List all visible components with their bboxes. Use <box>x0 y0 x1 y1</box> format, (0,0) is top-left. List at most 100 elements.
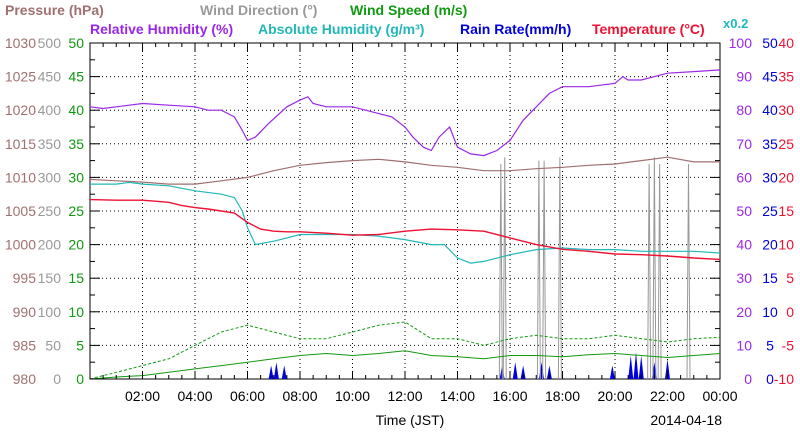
wind-speed-tick-label: 15 <box>68 270 84 286</box>
pressure-tick-label: 1030 <box>5 35 36 51</box>
temperature-tick-label: 15 <box>778 203 794 219</box>
humidity-tick-label: 80 <box>736 102 752 118</box>
grid-lines <box>90 43 720 379</box>
wind-direction-tick-label: 50 <box>45 337 61 353</box>
humidity-tick-label: 40 <box>736 237 752 253</box>
x-tick-label: 18:00 <box>545 388 580 404</box>
rain-event-mark <box>281 365 287 379</box>
series-layer <box>89 69 721 380</box>
wind-direction-tick-label: 250 <box>38 203 62 219</box>
pressure-tick-label: 1005 <box>5 203 36 219</box>
x-tick-label: 16:00 <box>492 388 527 404</box>
rain-tick-label: 10 <box>762 304 778 320</box>
series-line-wind-speed-gust-m-s <box>89 321 721 380</box>
wind-speed-tick-label: 45 <box>68 69 84 85</box>
rain-tick-label: 5 <box>766 337 774 353</box>
wind-speed-tick-label: 30 <box>68 169 84 185</box>
legend-entry: Wind Speed (m/s) <box>350 2 467 18</box>
rain-event-mark <box>546 365 552 379</box>
wind-direction-spike <box>647 163 652 380</box>
wind-speed-tick-label: 50 <box>68 35 84 51</box>
temperature-tick-label: 30 <box>778 102 794 118</box>
temperature-tick-label: 5 <box>786 270 794 286</box>
humidity-tick-label: 20 <box>736 304 752 320</box>
x-tick-label: 00:00 <box>702 388 737 404</box>
rain-tick-label: 35 <box>762 136 778 152</box>
pressure-tick-label: 1010 <box>5 169 36 185</box>
pressure-tick-label: 995 <box>13 270 37 286</box>
series-line-temperature-c <box>89 198 721 261</box>
wind-direction-tick-label: 300 <box>38 169 62 185</box>
wind-direction-tick-label: 450 <box>38 69 62 85</box>
temperature-tick-label: 10 <box>778 237 794 253</box>
series-line-absolute-humidity-g-m <box>90 181 721 264</box>
rain-tick-label: 0 <box>766 371 774 387</box>
rain-multiplier-label: x0.2 <box>723 16 748 31</box>
temperature-tick-label: -10 <box>774 371 794 387</box>
humidity-tick-label: 50 <box>736 203 752 219</box>
wind-speed-tick-label: 35 <box>68 136 84 152</box>
x-tick-label: 06:00 <box>230 388 265 404</box>
rain-tick-label: 20 <box>762 237 778 253</box>
wind-direction-spike <box>686 163 691 380</box>
wind-speed-tick-label: 25 <box>68 203 84 219</box>
temperature-tick-label: 20 <box>778 169 794 185</box>
rain-tick-label: 45 <box>762 69 778 85</box>
x-tick-label: 20:00 <box>597 388 632 404</box>
pressure-tick-label: 1025 <box>5 69 36 85</box>
legend-entry: Relative Humidity (%) <box>90 21 233 37</box>
wind-speed-tick-label: 10 <box>68 304 84 320</box>
wind-direction-spike <box>557 157 562 380</box>
wind-direction-spike <box>652 157 657 380</box>
x-axis-label: Time (JST) <box>376 412 445 428</box>
temperature-tick-label: 0 <box>786 304 794 320</box>
humidity-tick-label: 90 <box>736 69 752 85</box>
wind-speed-tick-label: 5 <box>76 337 84 353</box>
wind-speed-tick-label: 40 <box>68 102 84 118</box>
pressure-tick-label: 985 <box>13 337 37 353</box>
wind-direction-tick-label: 500 <box>38 35 62 51</box>
humidity-tick-label: 100 <box>729 35 753 51</box>
series-line-pressure-hpa <box>89 156 720 185</box>
temperature-tick-label: 40 <box>778 35 794 51</box>
wind-direction-spike <box>498 163 503 380</box>
legend-entry: Wind Direction (°) <box>200 2 317 18</box>
humidity-tick-label: 0 <box>744 371 752 387</box>
legend-entry: Rain Rate(mm/h) <box>460 21 571 37</box>
x-tick-label: 22:00 <box>650 388 685 404</box>
wind-speed-tick-label: 0 <box>76 371 84 387</box>
rain-event-mark <box>633 352 639 379</box>
rain-event-mark <box>665 358 670 379</box>
pressure-tick-label: 980 <box>13 371 37 387</box>
rain-event-mark <box>638 355 644 379</box>
rain-tick-label: 25 <box>762 203 778 219</box>
rain-tick-label: 40 <box>762 102 778 118</box>
x-tick-label: 12:00 <box>387 388 422 404</box>
wind-direction-tick-label: 400 <box>38 102 62 118</box>
legend: Pressure (hPa) Wind Direction (°) Wind Spe… <box>5 2 705 37</box>
humidity-tick-label: 70 <box>736 136 752 152</box>
series-line-relative-humidity <box>89 69 721 157</box>
wind-direction-tick-label: 150 <box>38 270 62 286</box>
rain-event-mark <box>268 365 274 379</box>
wind-direction-spike <box>502 157 507 380</box>
humidity-tick-label: 10 <box>736 337 752 353</box>
wind-direction-spike <box>542 160 547 380</box>
series-line-wind-speed-m-s <box>89 350 721 380</box>
x-tick-label: 02:00 <box>125 388 160 404</box>
x-tick-label: 08:00 <box>282 388 317 404</box>
legend-entry: Temperature (°C) <box>592 21 705 37</box>
humidity-tick-label: 30 <box>736 270 752 286</box>
wind-direction-tick-label: 350 <box>38 136 62 152</box>
temperature-tick-label: -5 <box>782 337 795 353</box>
wind-speed-tick-label: 20 <box>68 237 84 253</box>
rain-event-mark <box>628 355 634 379</box>
rain-event-mark <box>520 365 526 379</box>
wind-direction-spike <box>657 163 662 380</box>
x-tick-label: 04:00 <box>177 388 212 404</box>
legend-entry: Pressure (hPa) <box>5 2 104 18</box>
legend-entry: Absolute Humidity (g/m³) <box>258 21 424 37</box>
rain-tick-label: 30 <box>762 169 778 185</box>
wind-direction-tick-label: 0 <box>53 371 61 387</box>
